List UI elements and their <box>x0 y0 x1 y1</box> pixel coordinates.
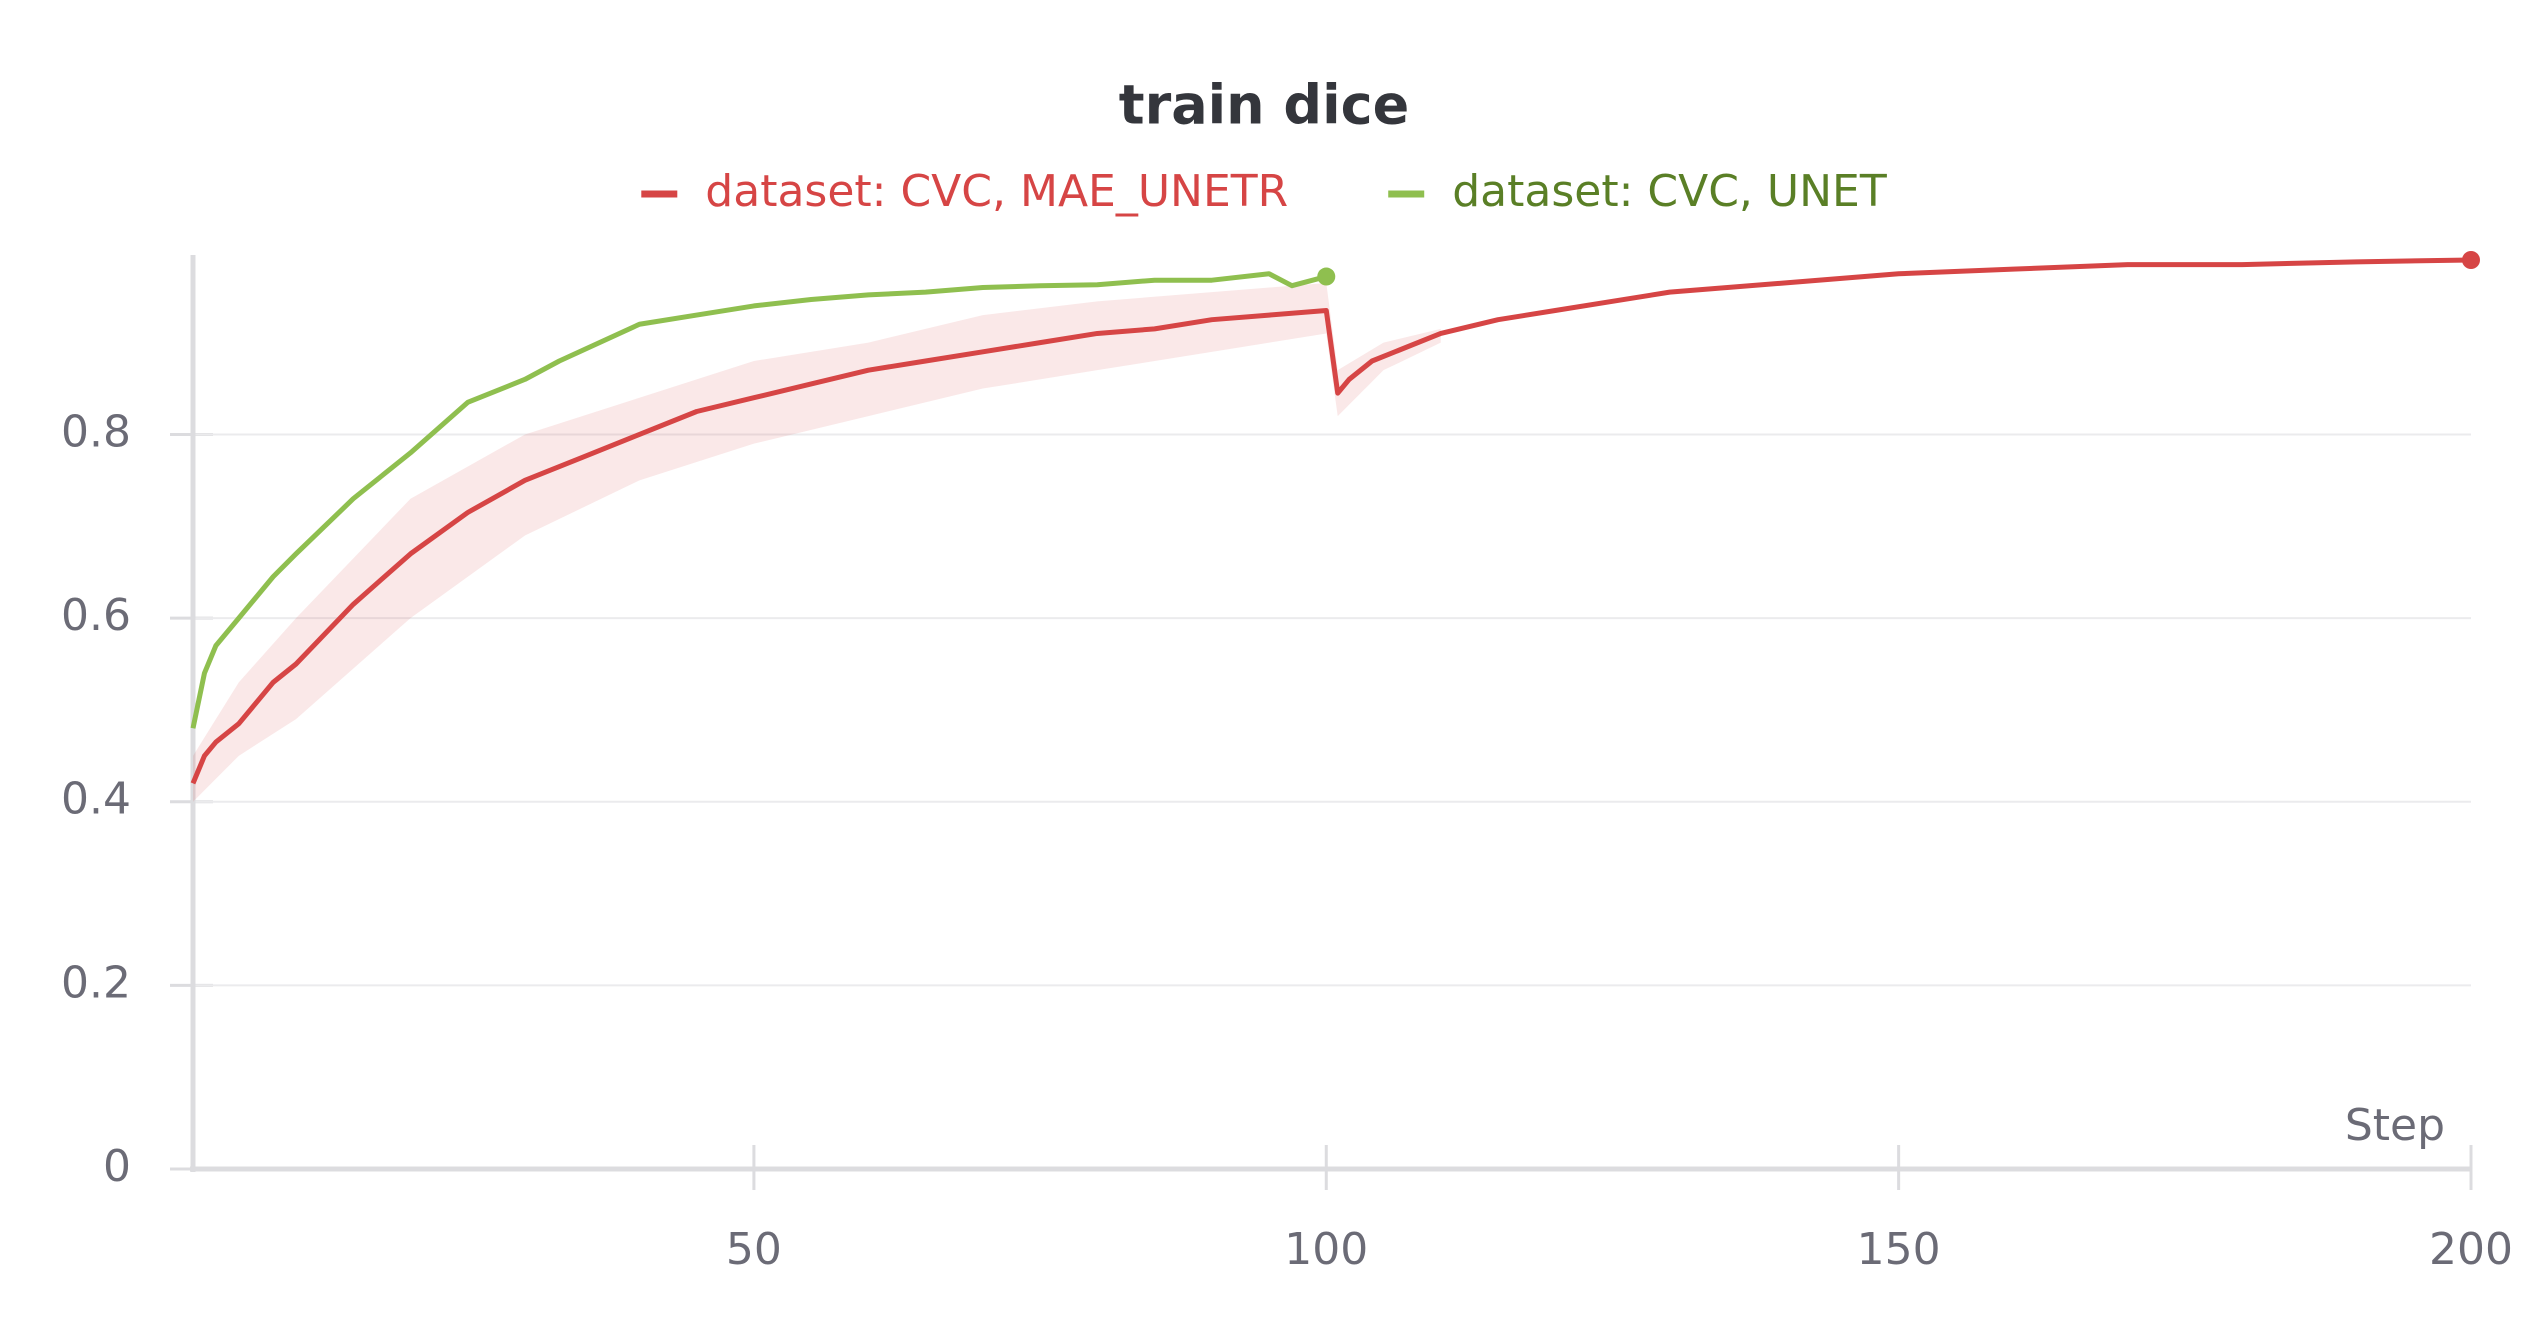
y-tick-label: 0.4 <box>61 774 131 825</box>
y-tick-label: 0 <box>103 1141 131 1192</box>
end-point <box>1317 267 1336 286</box>
y-tick-label: 0.8 <box>61 406 131 457</box>
series-line <box>190 257 2472 785</box>
end-point <box>2462 251 2480 269</box>
legend-label: dataset: CVC, UNET <box>1452 166 1887 217</box>
x-tick-label: 100 <box>1284 1224 1368 1275</box>
x-tick-label: 200 <box>2429 1224 2513 1275</box>
x-axis-label: Step <box>2345 1100 2445 1151</box>
y-tick-label: 0.6 <box>61 590 131 641</box>
chart-title: train dice <box>1119 74 1409 137</box>
range-band <box>193 282 1441 802</box>
legend-label: dataset: CVC, MAE_UNETR <box>705 166 1288 217</box>
series-line <box>190 271 1327 729</box>
legend: dataset: CVC, MAE_UNETR dataset: CVC, UNE… <box>641 166 1887 217</box>
x-tick-label: 150 <box>1857 1224 1941 1275</box>
x-tick-label: 50 <box>726 1224 782 1275</box>
y-tick-label: 0.2 <box>61 957 131 1008</box>
